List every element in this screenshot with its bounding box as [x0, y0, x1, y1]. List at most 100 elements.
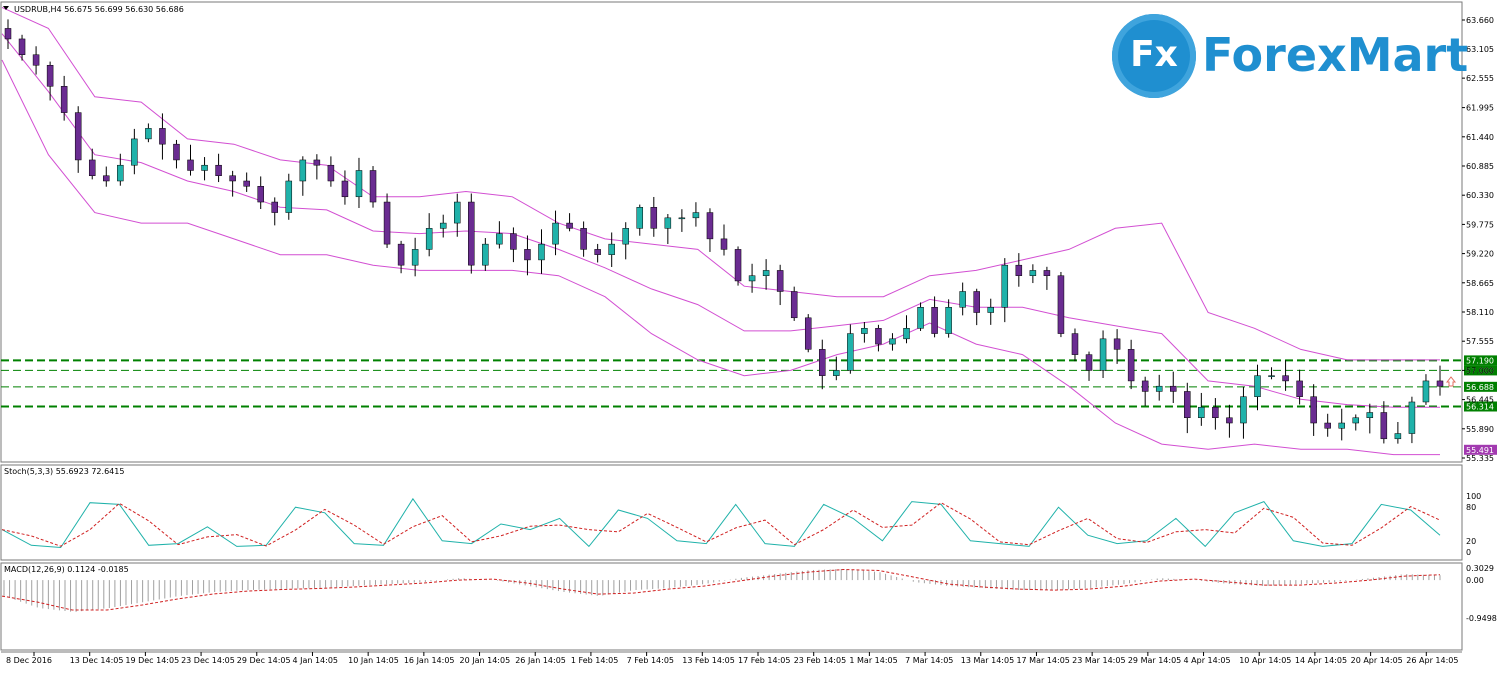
candle-body	[159, 128, 166, 145]
stoch-main-line	[1, 497, 1441, 549]
collapse-arrow-icon[interactable]	[3, 6, 9, 10]
level-tag-label: 55.491	[1466, 446, 1494, 455]
candle-body	[636, 207, 644, 229]
candle-body	[257, 186, 264, 203]
candle-body	[1408, 401, 1416, 434]
time-tick-label: 13 Mar 14:05	[961, 656, 1014, 665]
candle-body	[622, 228, 629, 245]
candle-body	[74, 112, 82, 161]
candle-body	[931, 307, 938, 334]
level-tag-bg	[1464, 355, 1497, 366]
candle-body	[833, 370, 840, 376]
price-tick-label: 58.110	[1466, 308, 1494, 317]
candle-body	[1310, 396, 1317, 424]
stoch-tick-label: 20	[1466, 537, 1476, 546]
candle-body	[1212, 406, 1219, 419]
panel-frame-2	[0, 562, 1463, 651]
macd-signal-line	[1, 568, 1441, 611]
candle-body	[706, 212, 714, 240]
level-tag-bg	[1464, 444, 1497, 455]
time-tick-label: 20 Apr 14:05	[1351, 656, 1403, 665]
logo-badge-icon: Fx	[1112, 14, 1196, 98]
time-tick-label: 4 Jan 14:05	[292, 656, 338, 665]
candle-body	[1380, 412, 1388, 440]
price-tick-label: 59.220	[1466, 250, 1494, 259]
candle-body	[243, 180, 250, 187]
candle-body	[439, 222, 447, 229]
candle-body	[1113, 338, 1121, 350]
axis-labels: 63.660 63.105 62.555 61.995 61.440 60.885 60.3…	[6, 16, 1497, 665]
bollinger-bands	[1, 6, 1440, 456]
candle-body	[271, 201, 278, 213]
candle-body	[355, 170, 363, 198]
candle-body	[1071, 333, 1079, 355]
candle-body	[650, 207, 658, 229]
candle-body	[734, 249, 742, 282]
candle-body	[566, 222, 573, 229]
candle-body	[1282, 375, 1289, 382]
candle-body	[173, 143, 180, 161]
candle-body	[1436, 380, 1444, 387]
panel-frame-1	[0, 464, 1463, 561]
panel-frames	[0, 1, 1463, 653]
level-tag-bg	[1464, 401, 1497, 412]
macd-tick-label: -0.9498	[1466, 614, 1497, 623]
time-tick-label: 13 Dec 14:05	[70, 656, 124, 665]
candle-body	[1085, 354, 1093, 371]
candle-body	[1029, 270, 1037, 276]
time-tick-label: 7 Mar 14:05	[905, 656, 953, 665]
candle-body	[608, 243, 615, 255]
candle-body	[1338, 422, 1345, 429]
level-tag-label: 56.314	[1466, 402, 1494, 411]
time-tick-label: 17 Mar 14:05	[1016, 656, 1069, 665]
logo-badge-text: Fx	[1130, 34, 1178, 75]
time-tick-label: 20 Jan 14:05	[460, 656, 511, 665]
candle-body	[678, 217, 686, 220]
candle-body	[482, 243, 489, 266]
price-tick-label: 61.440	[1466, 133, 1494, 142]
candle-body	[594, 249, 601, 255]
candle-body	[46, 64, 54, 87]
time-tick-label: 10 Jan 14:05	[348, 656, 399, 665]
candle-body	[889, 338, 896, 345]
candle-body	[524, 249, 531, 261]
macd-header: MACD(12,26,9) 0.1124 -0.0185	[4, 565, 129, 574]
candle-body	[819, 349, 826, 376]
candle-body	[538, 243, 545, 261]
time-tick-label: 29 Mar 14:05	[1128, 656, 1181, 665]
time-tick-label: 19 Dec 14:05	[125, 656, 179, 665]
level-tag-bg	[1464, 365, 1497, 376]
candle-body	[60, 86, 68, 113]
candle-body	[201, 164, 208, 171]
candle-body	[496, 233, 503, 245]
bollinger-middle-line	[1, 33, 1440, 408]
price-tick-label: 63.105	[1466, 45, 1494, 54]
candle-body	[32, 54, 40, 66]
time-tick-label: 8 Dec 2016	[6, 656, 52, 665]
stoch-signal-line	[1, 502, 1441, 547]
price-tick-label: 55.335	[1466, 454, 1494, 463]
candle-body	[1015, 264, 1023, 276]
candle-body	[285, 180, 293, 213]
price-tick-label: 62.555	[1466, 74, 1494, 83]
candle-body	[1240, 396, 1247, 424]
time-tick-label: 1 Mar 14:05	[849, 656, 897, 665]
candle-body	[1001, 264, 1009, 308]
candle-body	[88, 159, 96, 176]
time-tick-label: 26 Jan 14:05	[515, 656, 566, 665]
time-tick-label: 26 Apr 14:05	[1406, 656, 1458, 665]
price-tick-label: 56.445	[1466, 396, 1494, 405]
candle-body	[861, 328, 868, 334]
candle-body	[987, 307, 994, 313]
candle-body	[776, 270, 784, 292]
candle-body	[720, 238, 728, 250]
candle-body	[692, 212, 700, 219]
forexmart-logo: Fx ForexMart	[1112, 14, 1468, 98]
price-tick-label: 61.995	[1466, 104, 1494, 113]
candle-body	[299, 159, 307, 182]
candles[interactable]	[4, 19, 1444, 444]
candle-body	[875, 328, 882, 345]
